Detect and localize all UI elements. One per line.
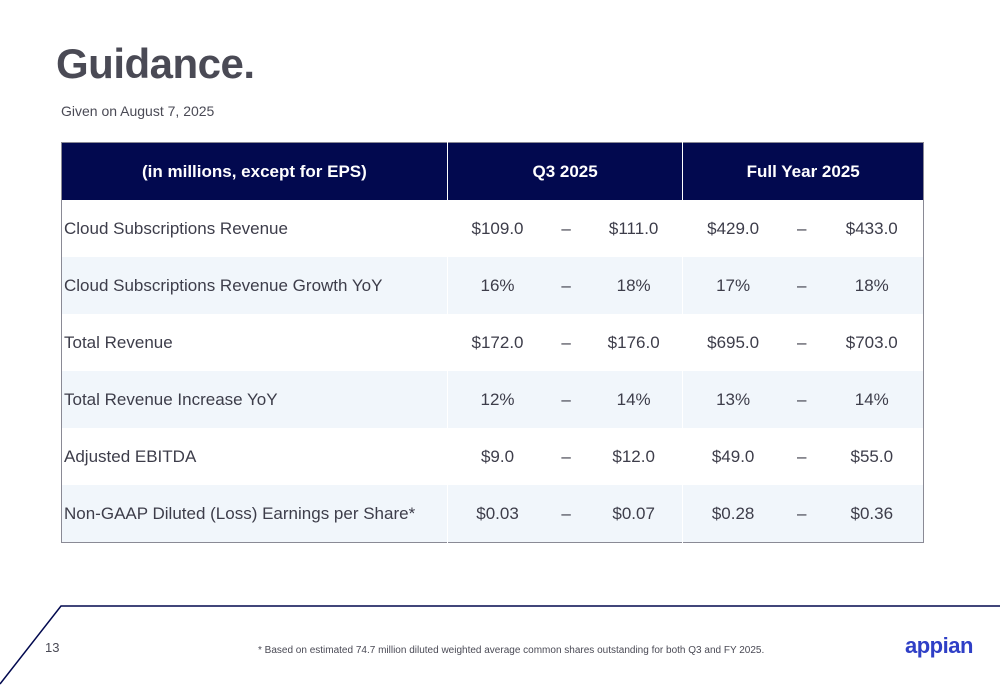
fy-high: $0.36 [820, 485, 924, 543]
q3-high: $176.0 [607, 332, 660, 352]
table-header-row: (in millions, except for EPS) Q3 2025 Fu… [61, 142, 924, 200]
footnote: * Based on estimated 74.7 million dilute… [258, 645, 765, 656]
q3-range-dash: – [547, 371, 585, 428]
fy-low: $695.0 [682, 314, 783, 371]
header-metric: (in millions, except for EPS) [61, 142, 448, 200]
fy-range-dash: – [782, 257, 821, 314]
table-row: Total Revenue Increase YoY 12% –14% 13% –14% [61, 371, 924, 428]
table-row: Non-GAAP Diluted (Loss) Earnings per Sha… [61, 485, 924, 543]
page-subtitle: Given on August 7, 2025 [61, 103, 215, 119]
appian-logo: appian [905, 633, 973, 658]
q3-range-dash: – [561, 218, 571, 238]
table-row: Cloud Subscriptions Revenue Growth YoY 16… [61, 257, 924, 314]
table-row: Adjusted EBITDA $9.0– $12.0 $49.0– $55.0 [62, 428, 924, 485]
q3-range-dash: – [561, 446, 571, 466]
row-metric: Cloud Subscriptions Revenue [64, 218, 288, 238]
fy-low: $49.0 [682, 428, 783, 485]
q3-high: $12.0 [612, 446, 655, 466]
q3-range-dash: – [561, 332, 571, 352]
q3-high: $111.0 [608, 218, 659, 238]
q3-low: 12% [446, 371, 548, 428]
q3-low: $109.0 [446, 200, 548, 257]
page-number: 13 [45, 640, 60, 655]
row-metric: Non-GAAP Diluted (Loss) Earnings per Sha… [61, 485, 448, 543]
fy-low: 13% [682, 371, 783, 428]
fy-range-dash: – [796, 218, 807, 238]
header-q3: Q3 2025 [446, 142, 683, 200]
fy-low: 17% [682, 257, 783, 314]
q3-low: $9.0 [446, 428, 548, 485]
fy-high: $703.0 [845, 332, 898, 352]
q3-low: $0.03 [446, 485, 548, 543]
fy-low: $0.28 [682, 485, 783, 543]
fy-high: 18% [820, 257, 924, 314]
row-metric: Total Revenue Increase YoY [61, 371, 448, 428]
q3-high: $0.07 [584, 485, 683, 543]
fy-range-dash: – [782, 371, 821, 428]
q3-high: 18% [584, 257, 683, 314]
table-row: Total Revenue $172.0– $176.0 $695.0– $703.0 [62, 314, 924, 371]
fy-high: $433.0 [845, 218, 898, 238]
fy-low: $429.0 [682, 200, 783, 257]
fy-high: 14% [820, 371, 924, 428]
q3-range-dash: – [547, 257, 585, 314]
row-metric: Total Revenue [64, 332, 173, 352]
guidance-table: (in millions, except for EPS) Q3 2025 Fu… [61, 142, 924, 543]
header-full-year: Full Year 2025 [682, 142, 924, 200]
row-metric: Adjusted EBITDA [64, 446, 197, 466]
q3-low: 16% [446, 257, 548, 314]
fy-range-dash: – [796, 446, 807, 466]
fy-high: $55.0 [850, 446, 894, 466]
table-row: Cloud Subscriptions Revenue $109.0– $111.0… [62, 200, 924, 257]
q3-low: $172.0 [446, 314, 548, 371]
fy-range-dash: – [782, 485, 821, 543]
page-title: Guidance. [56, 40, 255, 87]
fy-range-dash: – [796, 332, 807, 352]
row-metric: Cloud Subscriptions Revenue Growth YoY [61, 257, 448, 314]
footer-divider-line [0, 605, 1000, 685]
q3-range-dash: – [547, 485, 585, 543]
q3-high: 14% [584, 371, 683, 428]
